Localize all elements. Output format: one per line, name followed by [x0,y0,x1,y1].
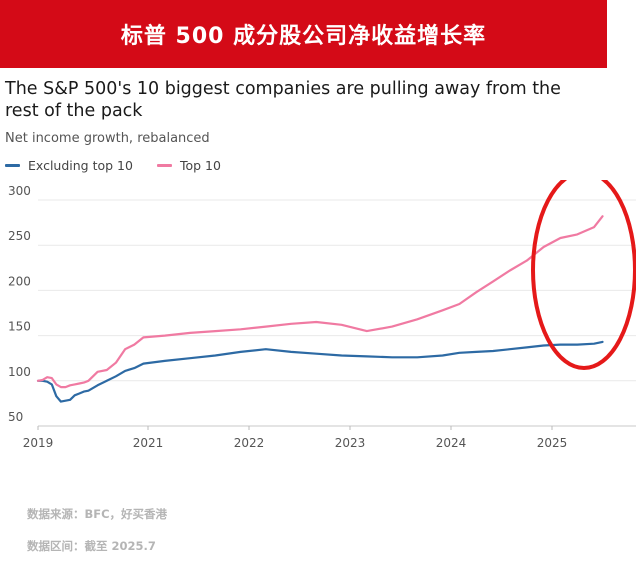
chart-title: The S&P 500's 10 biggest companies are p… [5,79,561,121]
legend-swatch-blue [5,164,20,167]
x-tick-label-2019: 2019 [23,436,54,450]
x-tick-label-2024: 2024 [436,436,467,450]
legend-item-excluding-top-10: Excluding top 10 [5,158,133,173]
highlight-ellipse [531,180,636,370]
legend-item-top-10: Top 10 [156,158,221,173]
banner-title: 标普 500 成分股公司净收益增长率 [120,24,487,49]
data-source-note: 数据来源：BFC，好买香港 [27,507,168,521]
x-tick-label-2025: 2025 [537,436,568,450]
y-tick-label-300: 300 [8,184,31,198]
legend-label-excluding-top-10: Excluding top 10 [28,158,133,173]
header-banner: 标普 500 成分股公司净收益增长率 [0,0,607,68]
y-tick-label-200: 200 [8,274,31,288]
legend-swatch-pink [156,164,172,167]
series-line-top-10 [36,215,604,389]
x-tick-label-2021: 2021 [133,436,164,450]
chart-legend: Excluding top 10 Top 10 [5,158,245,173]
chart-subtitle: Net income growth, rebalanced [5,131,210,146]
data-range-note: 数据区间：截至 2025.7 [27,539,156,553]
line-chart: 50 100 150 200 250 300 2019 2021 2022 2023 2024 202… [8,180,636,450]
y-tick-label-250: 250 [8,229,31,243]
y-tick-label-100: 100 [8,365,31,379]
y-tick-label-50: 50 [8,410,23,424]
legend-label-top-10: Top 10 [179,158,221,173]
x-tick-label-2022: 2022 [234,436,265,450]
series-line-excluding-top-10 [36,340,604,403]
y-tick-label-150: 150 [8,320,31,334]
x-tick-label-2023: 2023 [335,436,366,450]
